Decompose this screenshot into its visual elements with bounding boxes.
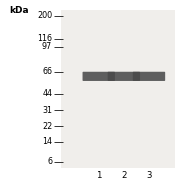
FancyBboxPatch shape [108, 72, 140, 81]
Text: 22: 22 [42, 122, 52, 130]
Bar [61, 10, 175, 168]
Text: 31: 31 [42, 106, 52, 115]
Text: 66: 66 [42, 67, 52, 76]
Text: 1: 1 [96, 171, 101, 180]
Text: 44: 44 [42, 89, 52, 98]
Text: 200: 200 [37, 11, 52, 20]
FancyBboxPatch shape [133, 72, 165, 81]
FancyBboxPatch shape [82, 72, 115, 81]
Text: kDa: kDa [9, 6, 28, 15]
Text: 3: 3 [146, 171, 152, 180]
Text: 116: 116 [37, 34, 52, 43]
Text: 6: 6 [47, 158, 52, 166]
Text: 14: 14 [42, 137, 52, 146]
Text: 2: 2 [121, 171, 127, 180]
Text: 97: 97 [42, 43, 52, 51]
